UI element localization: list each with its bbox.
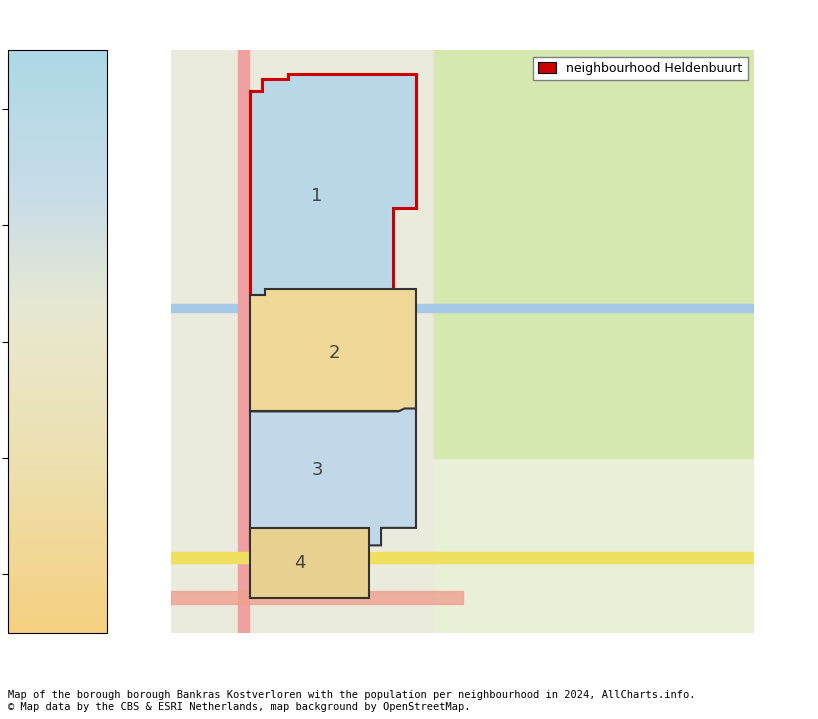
Polygon shape xyxy=(250,528,370,597)
Bar xyxy=(172,303,753,312)
Legend: neighbourhood Heldenbuurt: neighbourhood Heldenbuurt xyxy=(533,57,748,80)
Polygon shape xyxy=(250,408,416,545)
Bar xyxy=(434,50,753,458)
Bar xyxy=(172,552,753,563)
Text: 4: 4 xyxy=(294,554,305,572)
Polygon shape xyxy=(250,73,416,295)
Text: Map of the borough borough Bankras Kostverloren with the population per neighbou: Map of the borough borough Bankras Kostv… xyxy=(8,690,695,712)
Bar xyxy=(238,50,249,633)
Bar xyxy=(172,50,434,633)
Polygon shape xyxy=(250,289,416,411)
Bar xyxy=(172,591,462,604)
Text: 2: 2 xyxy=(329,344,340,362)
Text: 1: 1 xyxy=(312,187,322,205)
Text: 3: 3 xyxy=(311,461,323,479)
